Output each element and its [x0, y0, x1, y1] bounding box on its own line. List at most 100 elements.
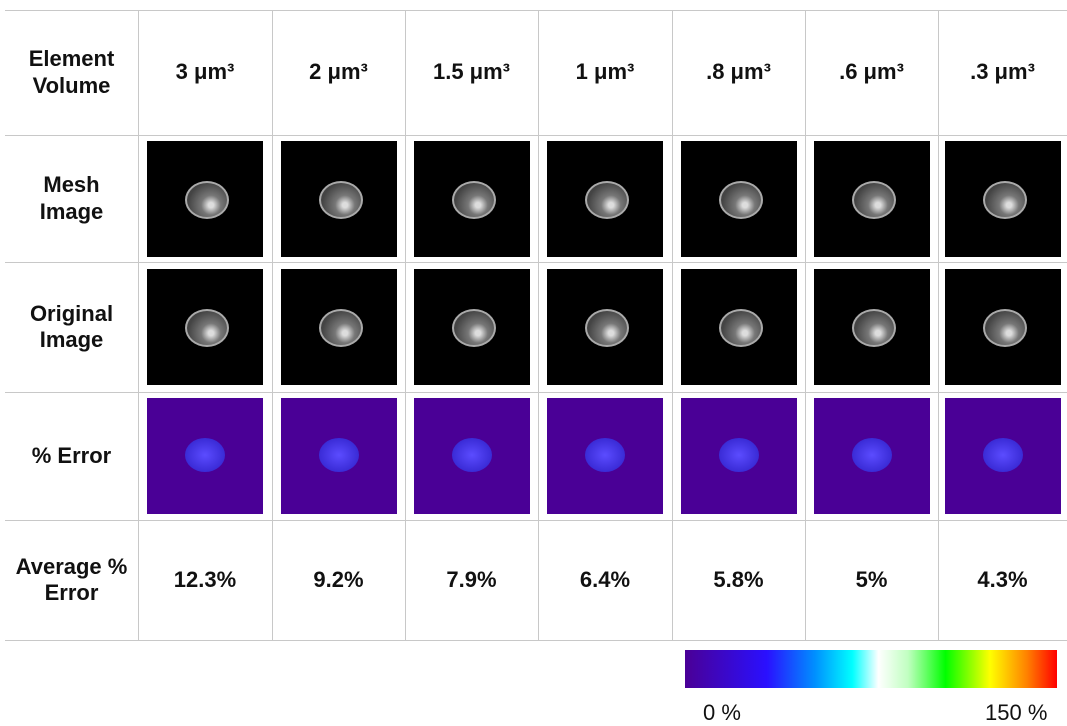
error-map [547, 398, 663, 514]
cell-blob [585, 309, 629, 347]
mesh-image [281, 141, 397, 257]
table-cell [272, 262, 405, 392]
table-cell: 2 μm³ [272, 10, 405, 135]
table-cell: .6 μm³ [805, 10, 938, 135]
table-cell [538, 392, 672, 520]
row-label: % Error [32, 443, 111, 469]
table-cell: 4.3% [938, 520, 1067, 640]
table-cell [938, 135, 1067, 262]
cell-blob [852, 181, 896, 219]
average-error: 7.9% [446, 567, 496, 593]
cell-blob [452, 181, 496, 219]
error-map [281, 398, 397, 514]
cell-blob [185, 181, 229, 219]
table-cell [538, 262, 672, 392]
original-image [147, 269, 263, 385]
original-image [547, 269, 663, 385]
mesh-image [945, 141, 1061, 257]
cell-blob [585, 181, 629, 219]
error-map [681, 398, 797, 514]
column-header: 2 μm³ [309, 59, 368, 85]
original-image [814, 269, 930, 385]
table-cell: 3 μm³ [138, 10, 272, 135]
cell-blob [852, 309, 896, 347]
cell-blob [719, 181, 763, 219]
table-cell: 6.4% [538, 520, 672, 640]
cell-blob [719, 438, 759, 472]
table-cell [272, 392, 405, 520]
mesh-image [414, 141, 530, 257]
cell-blob [185, 438, 225, 472]
table-cell [138, 135, 272, 262]
table-cell: 7.9% [405, 520, 538, 640]
table-cell: Element Volume [5, 10, 138, 135]
row-label: Element Volume [16, 46, 128, 99]
column-header: .8 μm³ [706, 59, 771, 85]
table-cell: Average % Error [5, 520, 138, 640]
figure: 0 % 150 % Element Volume 3 μm³ 2 μm³ 1.5 μm… [0, 0, 1067, 726]
cell-blob [185, 309, 229, 347]
cell-blob [983, 438, 1023, 472]
table-cell [805, 262, 938, 392]
table-cell [405, 262, 538, 392]
table-cell [272, 135, 405, 262]
table-cell [538, 135, 672, 262]
table-cell: % Error [5, 392, 138, 520]
column-header: 3 μm³ [176, 59, 235, 85]
average-error: 5% [856, 567, 888, 593]
table-cell [138, 262, 272, 392]
table-cell [938, 392, 1067, 520]
table-cell [672, 262, 805, 392]
table-cell: Mesh Image [5, 135, 138, 262]
cell-blob [452, 309, 496, 347]
table-cell: 5.8% [672, 520, 805, 640]
error-map [814, 398, 930, 514]
colorbar-min-label: 0 % [703, 700, 741, 726]
mesh-image [814, 141, 930, 257]
table-cell [805, 135, 938, 262]
original-image [414, 269, 530, 385]
row-label: Average % Error [16, 554, 128, 607]
error-map [945, 398, 1061, 514]
column-header: 1.5 μm³ [433, 59, 510, 85]
table-cell [138, 392, 272, 520]
table-cell [805, 392, 938, 520]
table-cell: 9.2% [272, 520, 405, 640]
error-map [414, 398, 530, 514]
average-error: 6.4% [580, 567, 630, 593]
table-cell [405, 392, 538, 520]
cell-blob [983, 309, 1027, 347]
table-cell: 12.3% [138, 520, 272, 640]
cell-blob [319, 181, 363, 219]
original-image [281, 269, 397, 385]
table-cell [672, 135, 805, 262]
mesh-image [681, 141, 797, 257]
colorbar [685, 650, 1057, 688]
average-error: 12.3% [174, 567, 236, 593]
table-cell [672, 392, 805, 520]
table-cell: 5% [805, 520, 938, 640]
table-cell [938, 262, 1067, 392]
cell-blob [852, 438, 892, 472]
table-cell: .3 μm³ [938, 10, 1067, 135]
mesh-image [147, 141, 263, 257]
column-header: .6 μm³ [839, 59, 904, 85]
table-cell: .8 μm³ [672, 10, 805, 135]
row-label: Mesh Image [16, 172, 128, 225]
table-cell: 1.5 μm³ [405, 10, 538, 135]
row-label: Original Image [16, 301, 128, 354]
cell-blob [983, 181, 1027, 219]
original-image [681, 269, 797, 385]
cell-blob [319, 438, 359, 472]
grid-line [5, 640, 1067, 641]
table-cell: 1 μm³ [538, 10, 672, 135]
colorbar-max-label: 150 % [985, 700, 1047, 726]
column-header: .3 μm³ [970, 59, 1035, 85]
column-header: 1 μm³ [576, 59, 635, 85]
cell-blob [319, 309, 363, 347]
original-image [945, 269, 1061, 385]
average-error: 4.3% [977, 567, 1027, 593]
table-cell [405, 135, 538, 262]
table-cell: Original Image [5, 262, 138, 392]
mesh-image [547, 141, 663, 257]
